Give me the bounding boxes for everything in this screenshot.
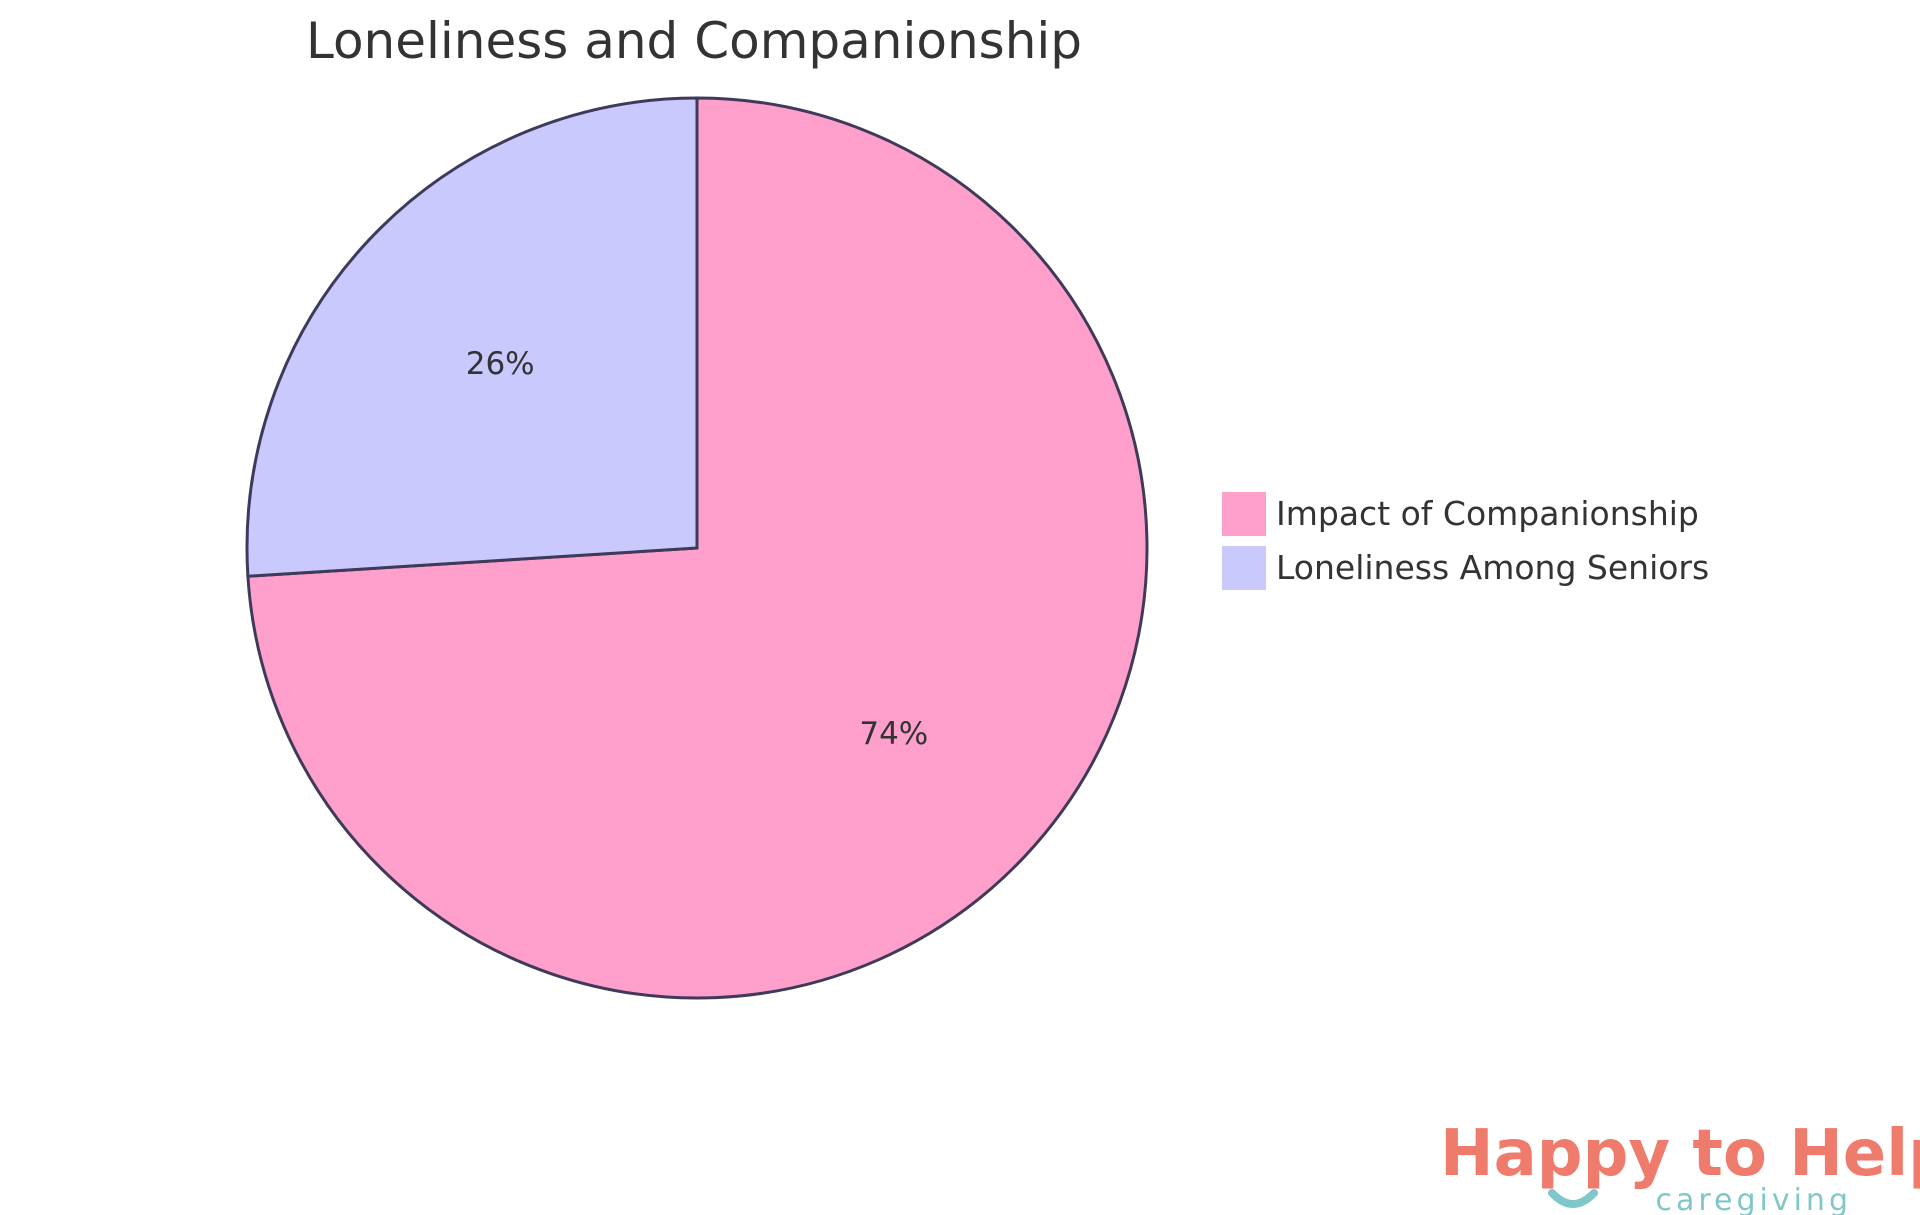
happy-to-help-logo: Happy to Help caregiving: [1440, 1117, 1920, 1215]
pie-slice-label-1: 26%: [466, 346, 535, 382]
legend-label-0: Impact of Companionship: [1276, 494, 1699, 533]
pie-slice-label-0: 74%: [859, 716, 928, 752]
logo-tagline: caregiving: [1655, 1183, 1852, 1215]
legend-swatch-0: [1222, 492, 1266, 536]
logo-smile-icon: [1548, 1189, 1598, 1208]
logo-wordmark: Happy to Help: [1440, 1117, 1920, 1191]
pie-slice-labels: 74% 26%: [466, 346, 929, 752]
chart-title: Loneliness and Companionship: [306, 12, 1082, 70]
pie-slices: [245, 96, 1149, 1000]
legend-swatch-1: [1222, 546, 1266, 590]
pie-slice-1: [245, 96, 699, 578]
legend: Impact of Companionship Loneliness Among …: [1222, 492, 1709, 590]
legend-label-1: Loneliness Among Seniors: [1276, 548, 1709, 587]
